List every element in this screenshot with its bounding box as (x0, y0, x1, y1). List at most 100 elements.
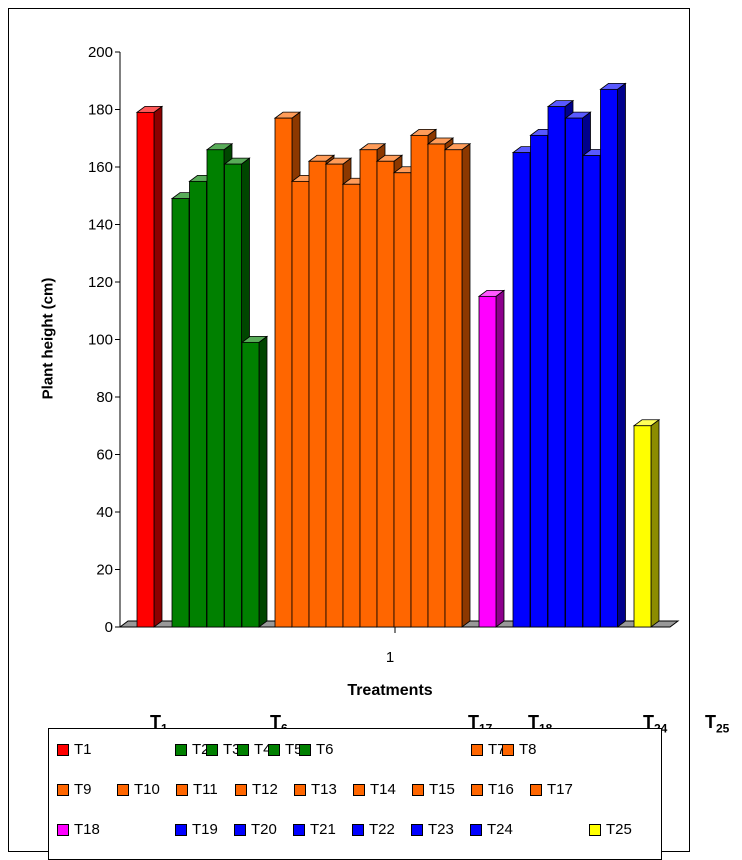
legend-item: T2 (175, 741, 210, 758)
legend-swatch (293, 823, 305, 836)
legend-swatch (299, 743, 311, 756)
bar (342, 183, 361, 628)
y-tick-label: 20 (96, 562, 113, 579)
legend-swatch (268, 743, 280, 756)
legend-swatch (471, 783, 483, 796)
bar (478, 295, 497, 628)
legend-label: T3 (223, 741, 241, 758)
legend-item: T14 (353, 781, 396, 798)
legend-item: T19 (175, 821, 218, 838)
bar (547, 106, 566, 628)
legend-label: T22 (369, 821, 395, 838)
legend-item: T23 (411, 821, 454, 838)
bar (376, 160, 395, 628)
bar (171, 198, 190, 628)
legend-swatch (234, 823, 246, 836)
legend-label: T4 (254, 741, 272, 758)
bar (410, 134, 429, 628)
legend-label: T20 (251, 821, 277, 838)
bar-side (461, 142, 471, 628)
bar (427, 143, 446, 628)
y-tick-label: 180 (88, 102, 113, 119)
y-tick-label: 140 (88, 217, 113, 234)
bar (530, 134, 548, 628)
legend-item: T10 (117, 781, 160, 798)
legend-label: T6 (316, 741, 334, 758)
bar (582, 155, 601, 628)
legend: T1 T2 T3 T4 T5 T6 T7 T8 T9 T10 T11 T12 T13 T14 T15 T16 T… (48, 728, 662, 860)
legend-label: T8 (519, 741, 537, 758)
legend-label: T25 (606, 821, 632, 838)
group-annotation: T25 (705, 712, 730, 736)
legend-label: T24 (487, 821, 513, 838)
legend-item: T18 (57, 821, 100, 838)
legend-item: T15 (412, 781, 455, 798)
legend-label: T13 (311, 781, 337, 798)
legend-swatch (470, 823, 482, 836)
legend-label: T16 (488, 781, 514, 798)
legend-swatch (206, 743, 218, 756)
legend-swatch (471, 743, 483, 756)
y-tick-label: 60 (96, 447, 113, 464)
legend-label: T5 (285, 741, 303, 758)
legend-label: T15 (429, 781, 455, 798)
bar (136, 111, 155, 628)
bar (600, 88, 618, 628)
legend-swatch (57, 783, 69, 796)
legend-swatch (175, 823, 187, 836)
bar-side (495, 289, 505, 628)
bar (325, 163, 344, 628)
bar (224, 163, 242, 628)
legend-label: T19 (192, 821, 218, 838)
legend-item: T6 (299, 741, 334, 758)
bar (308, 160, 327, 628)
y-tick-label: 100 (88, 332, 113, 349)
bar-side (650, 418, 660, 628)
legend-item: T1 (57, 741, 92, 758)
legend-swatch (502, 743, 514, 756)
bar-side (153, 105, 163, 628)
y-tick-label: 0 (105, 619, 113, 636)
legend-label: T23 (428, 821, 454, 838)
legend-label: T2 (192, 741, 210, 758)
legend-item: T22 (352, 821, 395, 838)
legend-item: T8 (502, 741, 537, 758)
bar (393, 172, 412, 628)
y-tick-label: 200 (88, 44, 113, 61)
legend-label: T7 (488, 741, 506, 758)
legend-swatch (412, 783, 424, 796)
y-tick-label: 160 (88, 159, 113, 176)
bar (291, 180, 310, 628)
legend-item: T17 (530, 781, 573, 798)
legend-item: T25 (589, 821, 632, 838)
legend-item: T24 (470, 821, 513, 838)
legend-swatch (352, 823, 364, 836)
bar (274, 117, 293, 628)
bar (444, 149, 463, 628)
legend-item: T5 (268, 741, 303, 758)
bar (241, 341, 260, 628)
x-category-label: 1 (385, 649, 395, 666)
bar-side (617, 82, 626, 628)
legend-item: T4 (237, 741, 272, 758)
legend-label: T1 (74, 741, 92, 758)
legend-swatch (235, 783, 247, 796)
bar (189, 180, 207, 628)
legend-item: T9 (57, 781, 92, 798)
bar (359, 149, 378, 628)
y-tick-label: 120 (88, 274, 113, 291)
bar (206, 149, 225, 628)
legend-swatch (117, 783, 129, 796)
legend-label: T14 (370, 781, 396, 798)
legend-swatch (237, 743, 249, 756)
legend-swatch (294, 783, 306, 796)
legend-item: T3 (206, 741, 241, 758)
legend-item: T13 (294, 781, 337, 798)
legend-item: T12 (235, 781, 278, 798)
y-axis-label: Plant height (cm) (39, 277, 57, 400)
x-axis-label: Treatments (347, 682, 433, 699)
legend-swatch (530, 783, 542, 796)
legend-label: T9 (74, 781, 92, 798)
legend-swatch (353, 783, 365, 796)
